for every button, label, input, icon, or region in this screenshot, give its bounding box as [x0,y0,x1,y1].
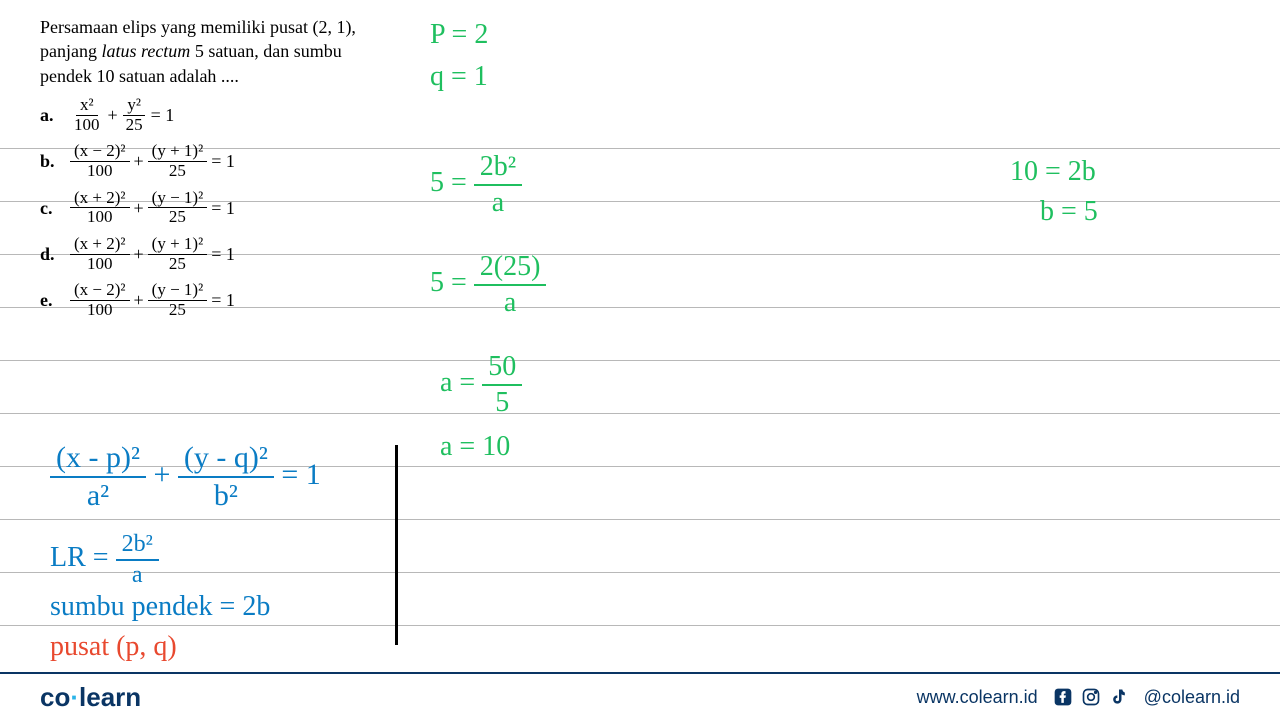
footer: co·learn www.colearn.id @colearn.id [0,672,1280,720]
facebook-icon [1052,686,1074,708]
options-list: a. x²100 + y²25 = 1 b. (x − 2)²100 + (y … [40,96,410,320]
work-eq5: 5 = 2b²a [430,150,522,219]
work-a10: a = 10 [440,430,510,464]
q-line2a: panjang [40,41,101,61]
work-q: q = 1 [430,60,488,94]
tiktok-icon [1108,686,1130,708]
option-c: c. (x + 2)²100 + (y − 1)²25 = 1 [40,189,410,227]
work-beq5: b = 5 [1040,195,1098,229]
question-text: Persamaan elips yang memiliki pusat (2, … [40,15,410,88]
footer-right: www.colearn.id @colearn.id [917,686,1240,708]
instagram-icon [1080,686,1102,708]
work-a-frac: a = 505 [440,350,522,419]
q-line2-italic: latus rectum [101,41,190,61]
work-lr-formula: LR = 2b²a [50,530,159,590]
work-10eq2b: 10 = 2b [1010,155,1096,189]
logo-dot-icon: · [70,682,79,712]
social-icons [1052,686,1130,708]
question-block: Persamaan elips yang memiliki pusat (2, … [40,15,410,328]
work-ellipse-formula: (x - p)²a² + (y - q)²b² = 1 [50,440,321,514]
work-sumbu: sumbu pendek = 2b [50,590,270,624]
q-line3: pendek 10 satuan adalah .... [40,66,239,86]
option-a: a. x²100 + y²25 = 1 [40,96,410,134]
footer-url: www.colearn.id [917,687,1038,708]
q-line1: Persamaan elips yang memiliki pusat (2, … [40,17,356,37]
work-p: P = 2 [430,18,488,52]
option-e: e. (x − 2)²100 + (y − 1)²25 = 1 [40,281,410,319]
option-d: d. (x + 2)²100 + (y + 1)²25 = 1 [40,235,410,273]
q-line2b: 5 satuan, dan sumbu [190,41,341,61]
footer-handle: @colearn.id [1144,687,1240,708]
option-b: b. (x − 2)²100 + (y + 1)²25 = 1 [40,142,410,180]
work-eq5b: 5 = 2(25)a [430,250,546,319]
logo: co·learn [40,682,141,713]
vertical-divider [395,445,398,645]
work-pusat: pusat (p, q) [50,630,177,664]
